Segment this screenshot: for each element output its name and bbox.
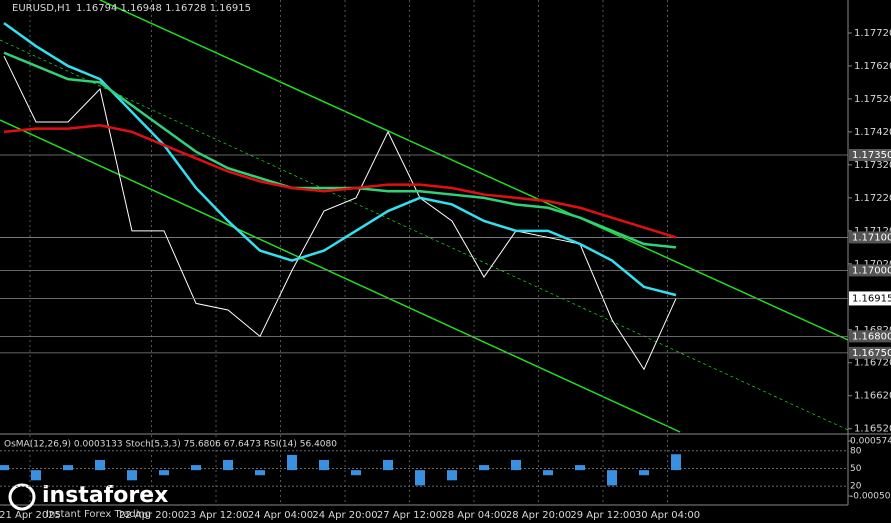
x-tick-label: 24 Apr 04:00 — [248, 510, 313, 521]
logo-brand: instaforex — [42, 483, 168, 508]
x-tick-label: 22 Apr 20:00 — [119, 510, 184, 521]
y-tick-label: 1.17220 — [854, 193, 891, 204]
level-box — [849, 346, 891, 359]
logo-icon — [8, 483, 36, 511]
x-tick-label: 24 Apr 20:00 — [312, 510, 377, 521]
y2-tick-label: -0.000509 — [850, 492, 891, 502]
y-tick-label: 1.17520 — [854, 94, 891, 105]
osma-bar — [447, 470, 457, 481]
y-tick-label: 1.17120 — [854, 226, 891, 237]
osma-bar — [351, 470, 361, 476]
ohlc: 1.16794 1.16948 1.16728 1.16915 — [76, 3, 251, 14]
y-tick-label: 1.16720 — [854, 358, 891, 369]
osma-bar — [639, 470, 649, 476]
stoch-tick-label: 80 — [850, 446, 862, 456]
y-tick-label: 1.16820 — [854, 325, 891, 336]
osma-bar — [255, 470, 265, 476]
level-box — [849, 148, 891, 161]
channel-line — [0, 119, 681, 433]
y-tick-label: 1.17020 — [854, 259, 891, 270]
level-label: 1.16800 — [852, 331, 891, 342]
x-tick-label: 28 Apr 20:00 — [506, 510, 571, 521]
stoch-tick-label: 50 — [850, 464, 862, 474]
y-tick-label: 1.17720 — [854, 28, 891, 39]
level-box — [849, 231, 891, 244]
x-tick-label: 29 Apr 12:00 — [570, 510, 635, 521]
osma-bar — [159, 470, 169, 476]
level-box — [849, 264, 891, 277]
x-tick-label: 23 Apr 12:00 — [183, 510, 248, 521]
y2-tick-label: 0.000574 — [850, 437, 891, 447]
level-label: 1.17100 — [852, 232, 891, 243]
x-tick-label: 30 Apr 04:00 — [635, 510, 700, 521]
level-box — [849, 330, 891, 343]
current-label: 1.16915 — [852, 293, 891, 304]
logo: instaforex Instant Forex Trading — [8, 483, 168, 520]
chart-title: EURUSD,H1 — [12, 3, 71, 14]
y-tick-label: 1.17620 — [854, 61, 891, 72]
osma-bar — [415, 470, 425, 486]
osma-bar — [319, 459, 329, 471]
moving-average — [3, 22, 677, 297]
stoch-tick-label: 20 — [850, 482, 862, 492]
osma-bar — [127, 470, 137, 481]
osma-bar — [383, 459, 393, 471]
y-tick-label: 1.16520 — [854, 424, 891, 435]
x-tick-label: 21 Apr 2025 — [0, 510, 61, 521]
x-tick-label: 28 Apr 04:00 — [441, 510, 506, 521]
osma-bar — [671, 454, 681, 471]
osma-bar — [191, 465, 201, 471]
osma-bar — [287, 454, 297, 471]
x-tick-label: 27 Apr 12:00 — [377, 510, 442, 521]
osma-bar — [31, 470, 41, 481]
indicator-title: OsMA(12,26,9) 0.0003133 Stoch(5,3,3) 75.… — [4, 440, 337, 450]
osma-bar — [95, 459, 105, 471]
level-label: 1.16750 — [852, 348, 891, 359]
y-tick-label: 1.17420 — [854, 127, 891, 138]
level-label: 1.17000 — [852, 265, 891, 276]
y-tick-label: 1.17320 — [854, 160, 891, 171]
level-label: 1.17350 — [852, 150, 891, 161]
price-line — [3, 55, 677, 371]
osma-bar — [0, 465, 9, 471]
osma-bar — [543, 470, 553, 476]
osma-bar — [223, 459, 233, 471]
osma-bar — [479, 465, 489, 471]
osma-bar — [511, 459, 521, 471]
osma-bar — [63, 465, 73, 471]
moving-average — [3, 51, 677, 249]
logo-tagline: Instant Forex Trading — [46, 509, 151, 520]
osma-bar — [575, 465, 585, 471]
osma-bar — [607, 470, 617, 486]
current-box — [849, 291, 891, 306]
moving-average — [3, 124, 677, 239]
y-tick-label: 1.16620 — [854, 391, 891, 402]
